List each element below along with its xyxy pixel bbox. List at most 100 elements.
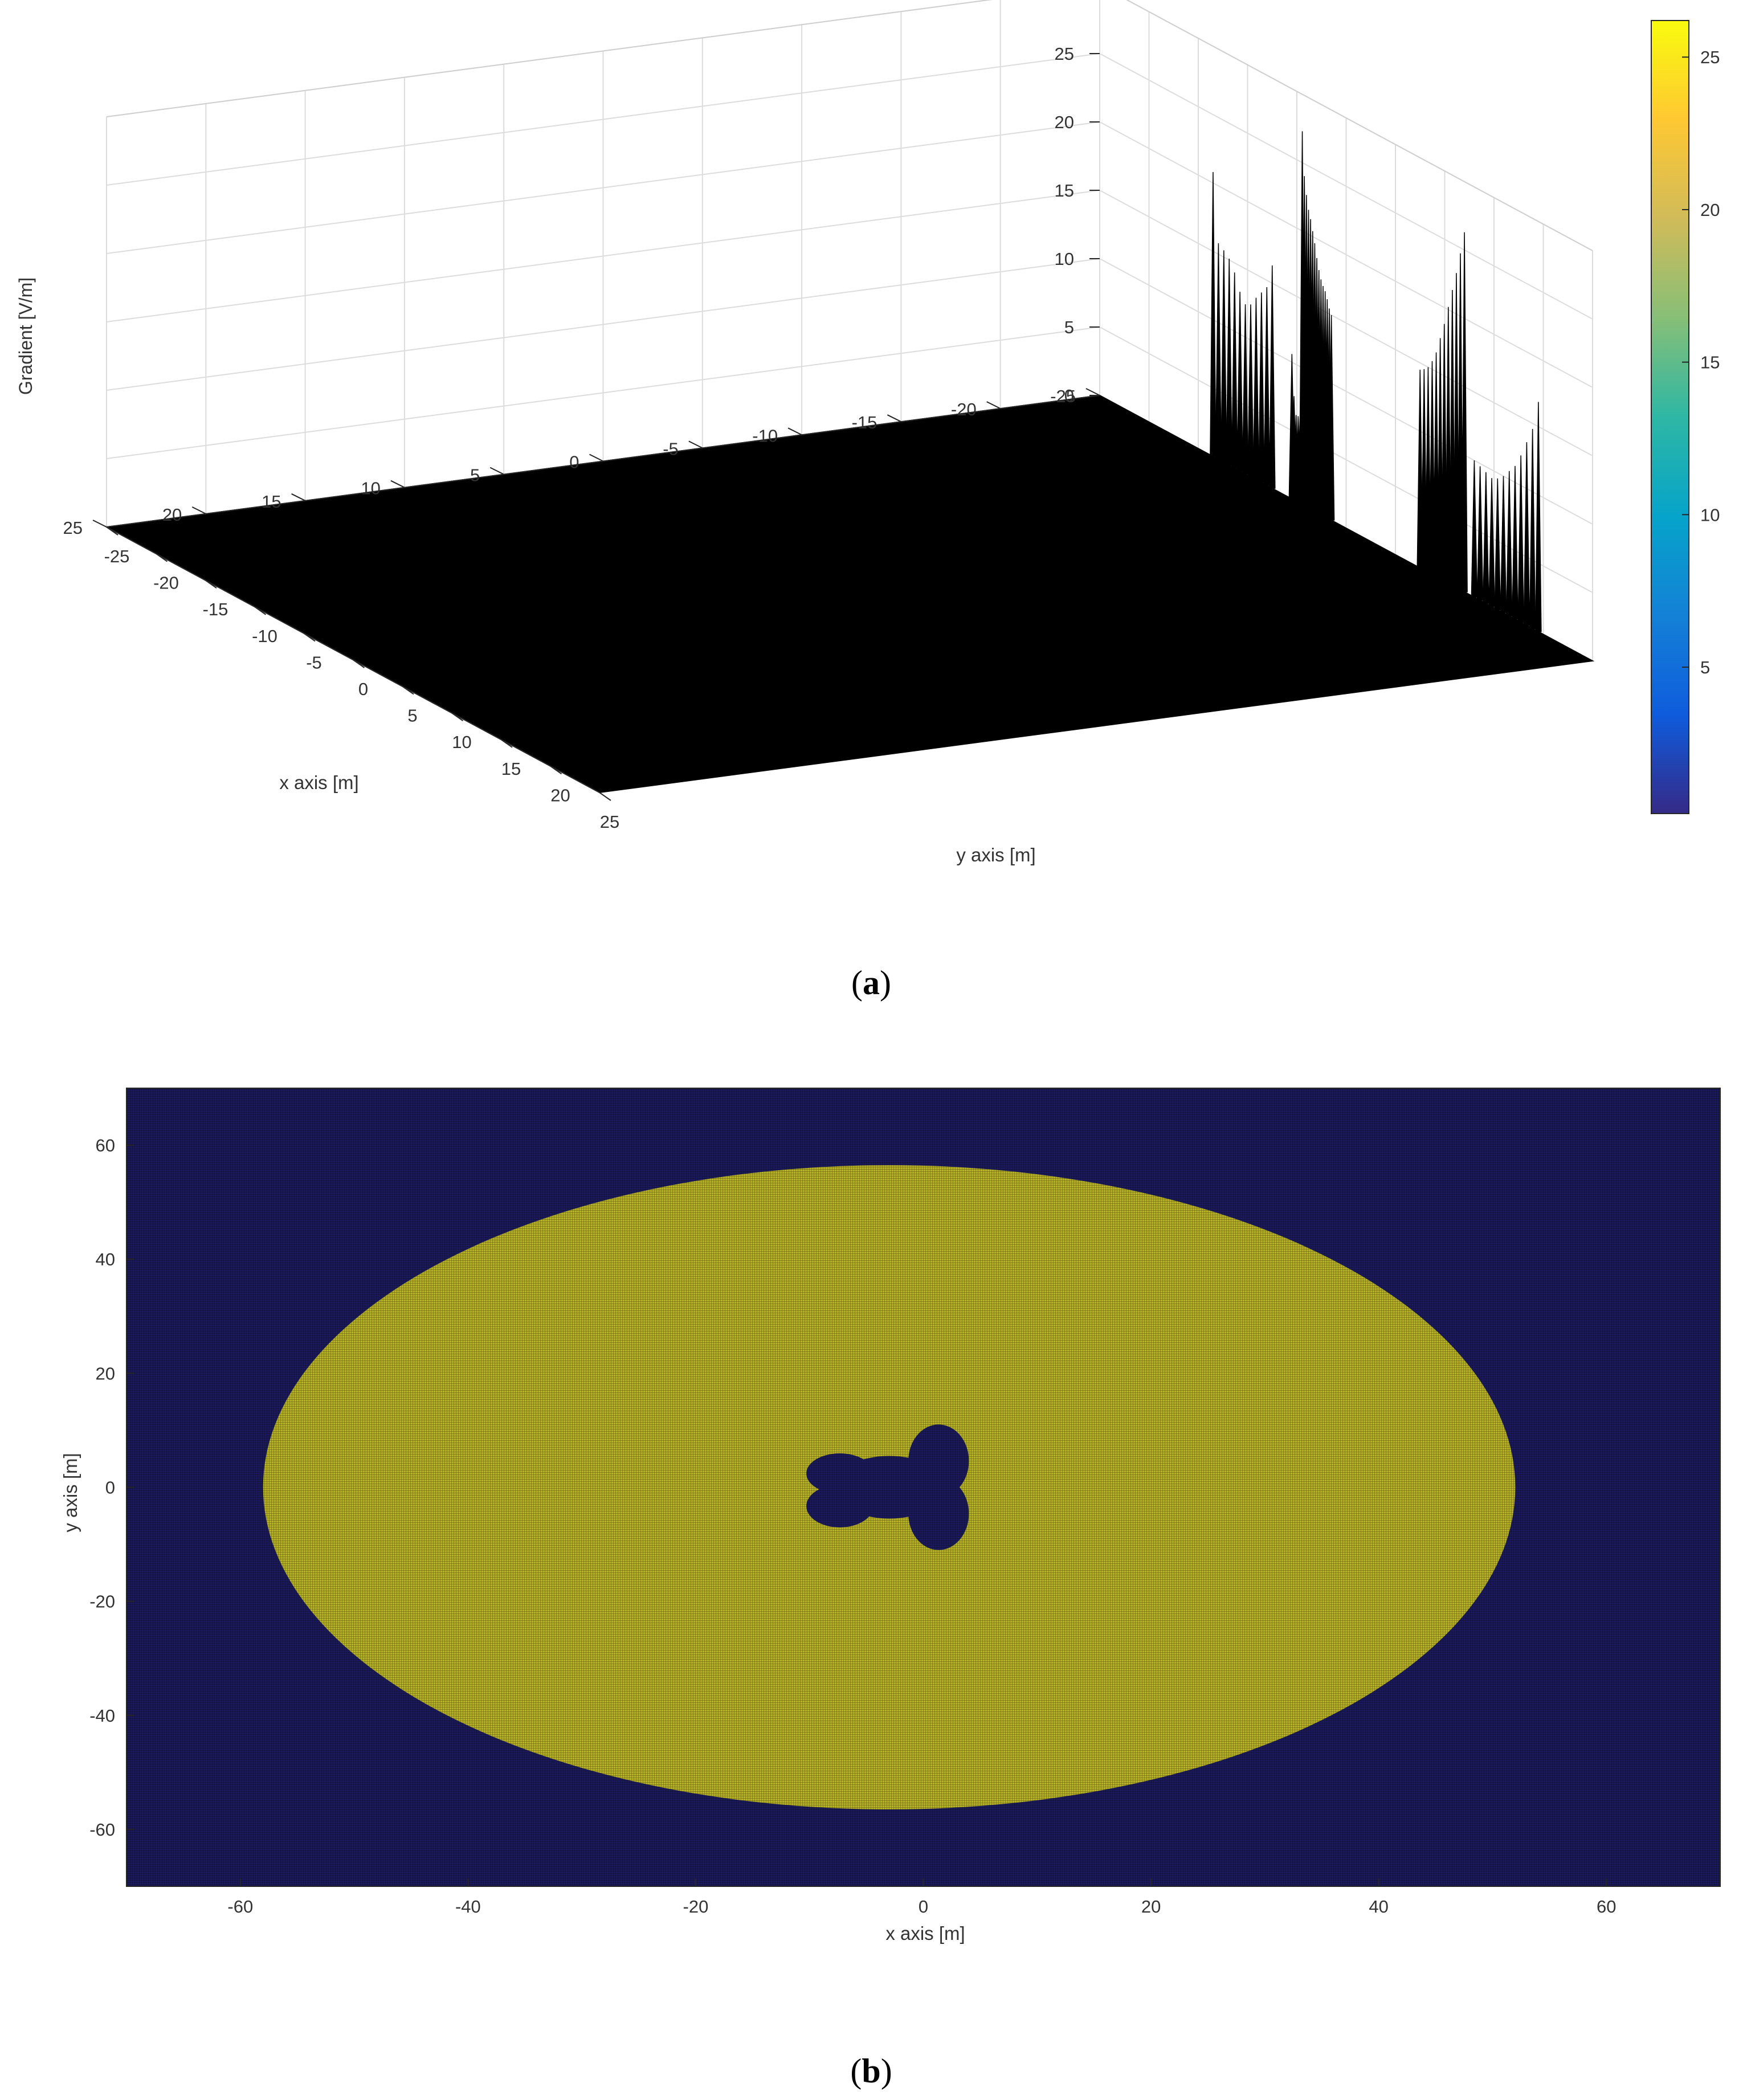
- panel-a-spike: [1220, 250, 1227, 463]
- panel-b-xtick-label: 0: [919, 1897, 928, 1917]
- panel-b-plot-area: [126, 1088, 1721, 1887]
- panel-a-xlabel: x axis [m]: [279, 772, 358, 793]
- panel-b-heatmap: -60 -40 -20 0 20 40 60 -60 -40 -20 0 20 40 60 x axis …: [60, 1088, 1721, 2090]
- panel-a-spike: [1523, 442, 1530, 626]
- panel-a-spike: [1242, 304, 1249, 475]
- panel-a-xtick: [887, 414, 901, 423]
- panel-a-spike: [1535, 402, 1542, 632]
- panel-a-xtick: [390, 480, 405, 488]
- panel-b-xtick-label: -40: [455, 1897, 481, 1917]
- panel-a-spike: [1247, 304, 1254, 477]
- heatmap-mesh-overlay: [126, 1088, 1720, 1886]
- panel-a-colorbar: 5 10 15 20 25: [1651, 20, 1720, 814]
- panel-a-surface: [104, 394, 1595, 794]
- panel-a-ylabel: y axis [m]: [956, 844, 1035, 865]
- panel-a-spike: [1263, 287, 1271, 486]
- panel-a-box-edge: [106, 0, 993, 117]
- colorbar-tick-label: 10: [1700, 505, 1720, 525]
- panel-a-spikes: [1210, 131, 1542, 632]
- panel-a-xtick-label: 25: [63, 518, 83, 538]
- panel-a-xtick-label: -10: [752, 426, 778, 446]
- panel-a-ytick-label: 25: [600, 812, 619, 832]
- panel-a-spike-envelope: [1292, 299, 1332, 521]
- panel-a-ytick-label: 20: [550, 785, 570, 805]
- panel-a-spike: [1252, 297, 1260, 480]
- panel-a-ytick-label: 5: [407, 706, 417, 726]
- panel-b-xtick-label: 20: [1141, 1897, 1161, 1917]
- panel-a-xtick-label: 10: [361, 479, 380, 499]
- panel-a-sidewall-gridline: [106, 326, 1100, 459]
- panel-a-xtick-label: 15: [262, 492, 281, 512]
- panel-b-caption-letter: b: [862, 2052, 880, 2090]
- panel-a-xtick: [1085, 388, 1100, 396]
- panel-a-ytick-label: -5: [306, 652, 322, 672]
- panel-a-spike: [1471, 460, 1478, 598]
- panel-a-xtick: [688, 440, 703, 449]
- panel-a-ytick-label: -25: [104, 546, 130, 566]
- panel-a-ytick-label: -15: [203, 599, 228, 619]
- panel-a-sidewall-gridline: [106, 258, 1100, 391]
- panel-b-ytick-label: 40: [96, 1249, 115, 1269]
- panel-a-ztick-label: 25: [1055, 44, 1074, 64]
- panel-a-spike: [1476, 466, 1484, 601]
- panel-a-xtick: [787, 427, 802, 436]
- panel-a-xtick-label: -5: [663, 439, 679, 459]
- colorbar-tick-label: 20: [1700, 200, 1720, 220]
- colorbar-tick-label: 15: [1700, 353, 1720, 373]
- panel-a-spike: [1268, 265, 1276, 489]
- panel-a-surface-plot: 051015202530-25-20-15-10-50510152025-25-…: [15, 0, 1720, 1002]
- panel-a-spike: [1215, 243, 1222, 460]
- panel-a-ztick-label: 20: [1055, 112, 1074, 132]
- panel-a-caption: (a): [851, 964, 891, 1002]
- colorbar-tick-label: 5: [1700, 657, 1710, 677]
- panel-a-sidewall-gridline: [106, 53, 1100, 186]
- panel-a-surface-sheet: [104, 394, 1595, 794]
- colorbar-tick-label: 25: [1700, 47, 1720, 67]
- panel-a-ytick-label: -20: [153, 573, 179, 593]
- panel-a-xtick: [489, 467, 504, 475]
- panel-a-spike: [1494, 478, 1501, 610]
- panel-a-spike: [1529, 428, 1536, 629]
- panel-a-caption-letter: a: [863, 964, 880, 1002]
- colorbar-bar: [1651, 20, 1689, 814]
- panel-b-ytick-label: -40: [89, 1706, 115, 1726]
- panel-b-ytick-label: 0: [105, 1478, 115, 1498]
- panel-a-x-axis-line: [106, 395, 1100, 528]
- panel-a-ztick-label: 10: [1055, 249, 1074, 269]
- panel-a-spike: [1488, 478, 1495, 607]
- panel-b-xtick-label: 40: [1369, 1897, 1388, 1917]
- panel-a-xtick-label: 0: [569, 452, 579, 472]
- panel-a-spike: [1226, 259, 1233, 466]
- panel-a-spike: [1483, 472, 1489, 604]
- panel-a-spike-envelope: [1420, 448, 1465, 592]
- panel-a-box-edge: [1126, 0, 1593, 251]
- panel-a-spike: [1236, 292, 1243, 472]
- panel-a-spike: [1517, 455, 1524, 623]
- panel-a-xtick: [986, 401, 1001, 409]
- panel-b-axes: -60 -40 -20 0 20 40 60 -60 -40 -20 0 20 40 60: [89, 1135, 1616, 1917]
- panel-a-zlabel: Gradient [V/m]: [15, 277, 36, 395]
- panel-a-spike: [1231, 272, 1238, 469]
- panel-a-ytick-label: 0: [358, 679, 368, 699]
- panel-a-spike: [1505, 471, 1513, 616]
- panel-b-ytick-label: -20: [89, 1592, 115, 1612]
- panel-b-xtick-label: -20: [683, 1897, 709, 1917]
- panel-b-ytick-label: -60: [89, 1820, 115, 1840]
- panel-a-xtick: [191, 506, 206, 514]
- panel-a-backwall-gridline: [1099, 121, 1593, 388]
- panel-b-ytick-label: 20: [96, 1363, 115, 1383]
- panel-a-xtick-label: 5: [470, 465, 480, 485]
- panel-a-xtick-label: -20: [951, 399, 977, 419]
- panel-b-xtick-label: -60: [227, 1897, 253, 1917]
- panel-a-xtick-label: 20: [162, 505, 182, 525]
- panel-b-xlabel: x axis [m]: [885, 1923, 965, 1944]
- panel-a-ztick-label: 0: [1064, 386, 1074, 406]
- panel-b-xtick-label: 60: [1597, 1897, 1616, 1917]
- panel-b-ylabel: y axis [m]: [60, 1453, 81, 1532]
- panel-a-ytick-label: 10: [452, 732, 471, 752]
- panel-a-ytick-label: 15: [501, 759, 521, 779]
- panel-a-backwall-gridline: [1099, 190, 1593, 456]
- panel-a-spike: [1258, 292, 1265, 483]
- panel-a-ytick-label: -10: [252, 626, 277, 646]
